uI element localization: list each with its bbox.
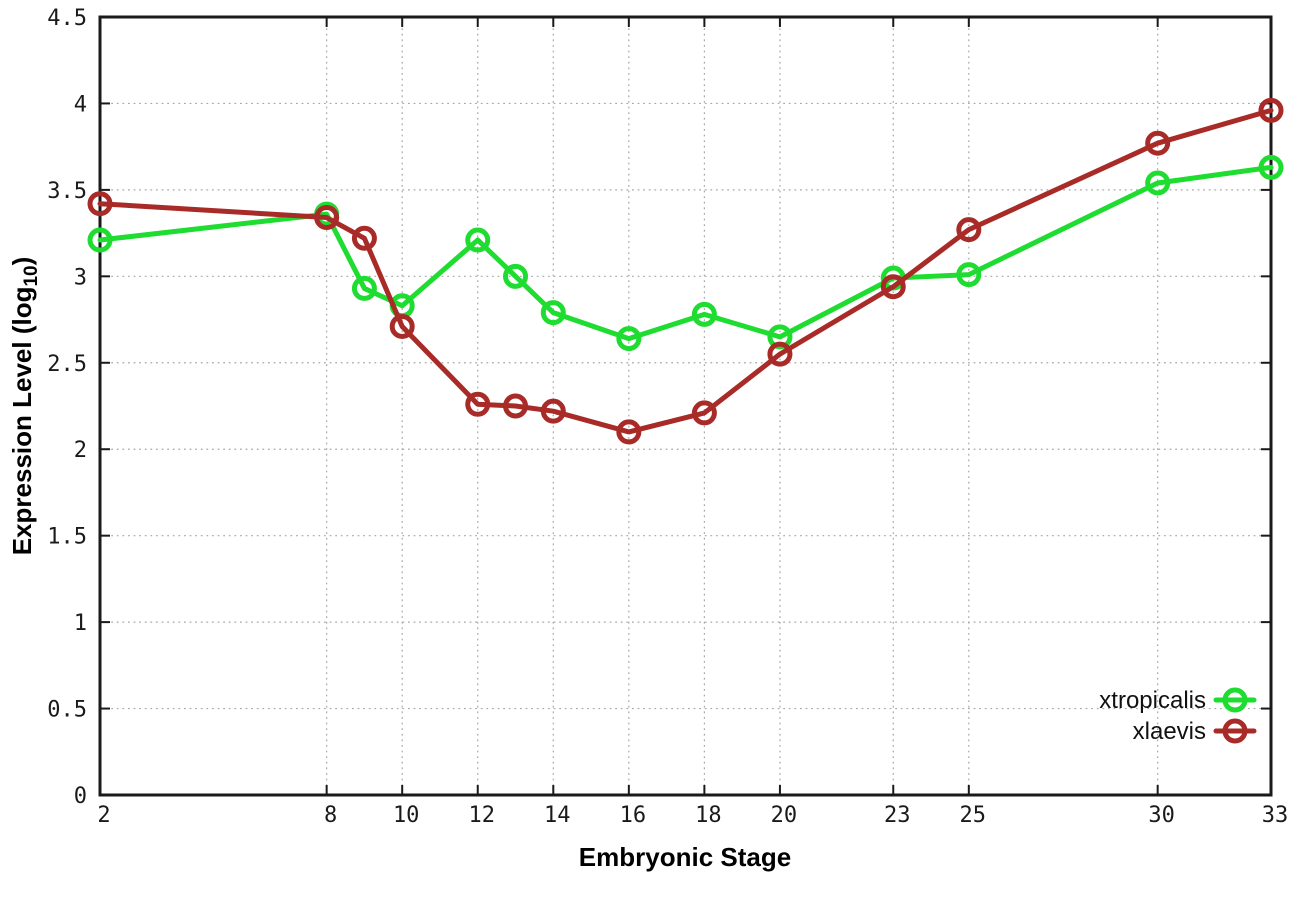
data-point [389,313,415,339]
legend-entry-xtropicalis: xtropicalis [1099,687,1257,714]
svg-text:20: 20 [771,803,798,828]
plot-area: 2 8 10 12 14 16 18 20 23 25 30 33 0 0.5 1 1.5 2 2.5 3 3.5 4 4… [47,6,1288,828]
data-point [767,324,793,350]
svg-text:25: 25 [960,803,987,828]
svg-text:1.5: 1.5 [47,525,87,550]
data-point [1258,154,1284,180]
data-point [465,227,491,253]
data-point [616,326,642,352]
legend-label-xtropicalis: xtropicalis [1099,687,1206,714]
data-point [351,275,377,301]
data-point [503,263,529,289]
data-point [540,300,566,326]
svg-text:3: 3 [74,265,87,290]
svg-text:0.5: 0.5 [47,698,87,723]
svg-text:10: 10 [393,803,420,828]
svg-text:2.5: 2.5 [47,352,87,377]
svg-text:2: 2 [97,803,110,828]
svg-text:4: 4 [74,92,87,117]
axis-ticks [99,16,1272,796]
data-point [314,205,340,231]
svg-text:33: 33 [1262,803,1289,828]
data-point [1145,170,1171,196]
data-point [691,400,717,426]
legend-label-xlaevis: xlaevis [1133,718,1206,745]
series-markers-xlaevis [87,97,1284,445]
svg-text:16: 16 [620,803,647,828]
data-point [767,341,793,367]
data-point [465,391,491,417]
data-point [503,393,529,419]
svg-text:12: 12 [468,803,495,828]
data-point [616,419,642,445]
data-point [540,398,566,424]
svg-text:0: 0 [74,784,87,809]
y-axis-title: Expression Level (log10) [7,257,42,556]
series-line-xtropicalis [97,164,1274,342]
data-point [880,274,906,300]
svg-text:18: 18 [695,803,722,828]
x-axis-title: Embryonic Stage [579,842,791,872]
chart-legend: xtropicalis xlaevis [1099,687,1257,745]
data-point [351,225,377,251]
data-point [1258,97,1284,123]
data-point [87,227,113,253]
data-point [1145,130,1171,156]
legend-marker-sample [1222,718,1248,744]
y-tick-labels: 0 0.5 1 1.5 2 2.5 3 3.5 4 4.5 [47,6,87,809]
data-point [87,191,113,217]
legend-marker-sample [1222,687,1248,713]
data-point [956,217,982,243]
data-point [691,301,717,327]
svg-text:23: 23 [884,803,911,828]
svg-text:4.5: 4.5 [47,6,87,31]
series-line-xlaevis [97,107,1274,435]
svg-text:2: 2 [74,438,87,463]
x-tick-labels: 2 8 10 12 14 16 18 20 23 25 30 33 [97,803,1288,828]
svg-text:8: 8 [324,803,337,828]
svg-text:3.5: 3.5 [47,179,87,204]
svg-text:30: 30 [1148,803,1175,828]
svg-text:1: 1 [74,611,87,636]
grid-lines [99,16,1272,796]
data-point [956,262,982,288]
legend-entry-xlaevis: xlaevis [1133,718,1257,745]
plot-border [98,15,1273,797]
svg-text:14: 14 [544,803,571,828]
